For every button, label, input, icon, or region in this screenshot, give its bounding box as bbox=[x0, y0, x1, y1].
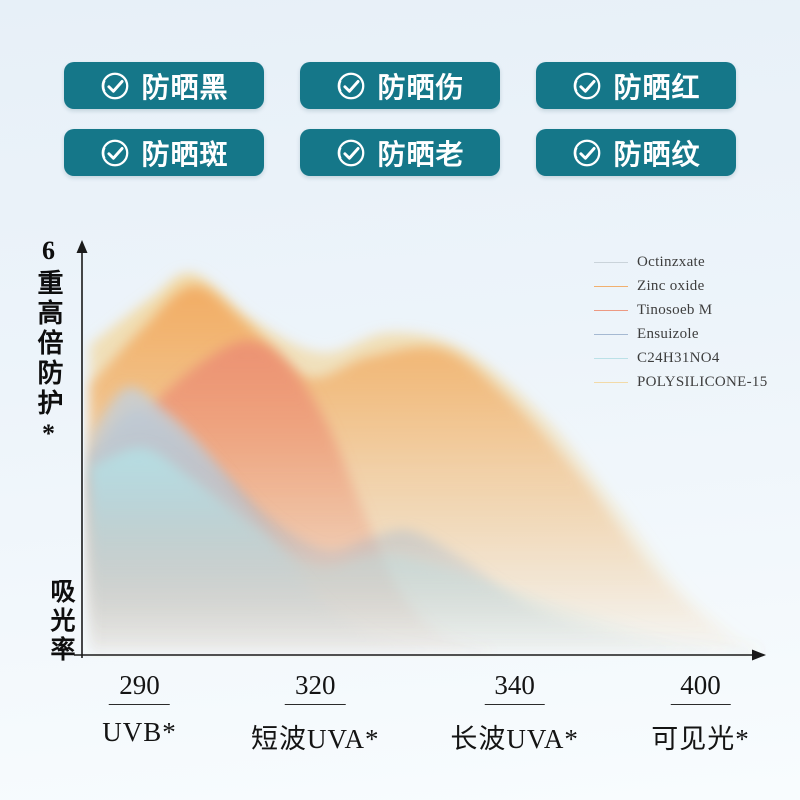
legend-swatch bbox=[594, 381, 628, 383]
check-circle-icon bbox=[102, 72, 129, 99]
badge: 防晒斑 bbox=[64, 129, 264, 176]
check-circle-icon bbox=[102, 139, 129, 166]
check-circle-icon bbox=[338, 139, 365, 166]
legend-item: C24H31NO4 bbox=[594, 346, 768, 370]
y-axis-label-absorbance: 吸光率 bbox=[47, 578, 74, 665]
badge-grid: 防晒黑 防晒伤 防晒红 防晒斑 bbox=[0, 62, 800, 176]
badge-label: 防晒老 bbox=[377, 138, 465, 170]
check-circle-icon bbox=[574, 72, 601, 99]
badge: 防晒红 bbox=[536, 62, 736, 109]
badge-label: 防晒斑 bbox=[141, 138, 229, 170]
badge-label: 防晒红 bbox=[613, 71, 701, 103]
x-tick-value: 320 bbox=[284, 670, 346, 705]
legend-item: Zinc oxide bbox=[594, 274, 768, 298]
x-tick-label: 长波UVA* bbox=[450, 724, 579, 754]
badge-label: 防晒黑 bbox=[141, 71, 229, 103]
x-tick-value: 340 bbox=[484, 670, 545, 705]
x-tick: 400 可见光* bbox=[651, 670, 750, 756]
x-tick: 320 短波UVA* bbox=[251, 670, 380, 756]
legend-swatch bbox=[594, 333, 628, 335]
legend-label: Tinosoeb M bbox=[637, 301, 713, 318]
series-area-ensuizole bbox=[90, 407, 760, 653]
legend-label: Zinc oxide bbox=[637, 277, 705, 294]
badge-label: 防晒纹 bbox=[613, 138, 701, 170]
x-tick: 340 长波UVA* bbox=[450, 670, 579, 756]
legend-label: POLYSILICONE-15 bbox=[637, 373, 768, 390]
legend-item: Octinzxate bbox=[594, 250, 768, 274]
legend-swatch bbox=[594, 309, 628, 311]
badge: 防晒伤 bbox=[300, 62, 500, 109]
legend-label: C24H31NO4 bbox=[637, 349, 720, 366]
check-circle-icon bbox=[574, 139, 601, 166]
series-area-octinzxate bbox=[90, 387, 503, 653]
legend-item: Ensuizole bbox=[594, 322, 768, 346]
badge: 防晒纹 bbox=[536, 129, 736, 176]
y-axis-arrow-icon bbox=[76, 240, 88, 253]
legend-label: Octinzxate bbox=[637, 253, 705, 270]
check-circle-icon bbox=[338, 72, 365, 99]
legend-swatch bbox=[594, 261, 628, 263]
y-axis-title: 6重高倍防护* bbox=[34, 236, 63, 452]
badge-label: 防晒伤 bbox=[377, 71, 465, 103]
x-tick-label: UVB* bbox=[102, 717, 177, 747]
legend-item: Tinosoeb M bbox=[594, 298, 768, 322]
series-area-tinosoeb-m bbox=[90, 340, 492, 653]
x-tick-label: 可见光* bbox=[651, 724, 750, 754]
x-tick-value: 290 bbox=[109, 670, 170, 705]
legend-swatch bbox=[594, 357, 628, 359]
x-tick-label: 短波UVA* bbox=[250, 724, 380, 754]
series-area-c24h31no4 bbox=[90, 447, 760, 653]
badge: 防晒黑 bbox=[64, 62, 264, 109]
legend-swatch bbox=[594, 285, 628, 287]
x-tick: 290 UVB* bbox=[102, 670, 177, 748]
x-tick-value: 400 bbox=[670, 670, 731, 705]
chart-legend: Octinzxate Zinc oxide Tinosoeb M Ensuizole C… bbox=[594, 250, 768, 394]
legend-item: POLYSILICONE-15 bbox=[594, 370, 768, 394]
x-axis-arrow-icon bbox=[752, 649, 766, 661]
legend-label: Ensuizole bbox=[637, 325, 699, 342]
badge: 防晒老 bbox=[300, 129, 500, 176]
